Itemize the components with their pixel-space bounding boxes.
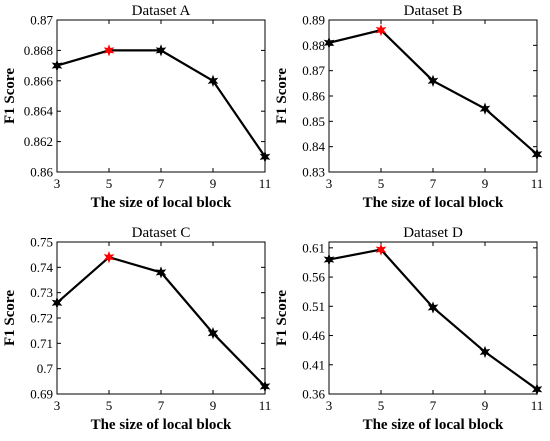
plot-frame (56, 241, 266, 395)
chart-panel-3: Dataset C 3 5 7 9 11 0.69 0.7 0.71 0.72 0.73 0.74 0.… (2, 225, 271, 433)
plot-frame (328, 241, 538, 395)
data-point-best (103, 44, 115, 57)
y-tick-label: 0.75 (30, 235, 53, 250)
data-point (155, 44, 167, 57)
data-point (207, 74, 219, 87)
y-tick-label: 0.862 (24, 134, 53, 149)
x-tick-label: 7 (158, 398, 165, 413)
chart-panel-1: Dataset A 3 5 7 9 11 0.86 0.862 0.864 0.866 0.868 0… (2, 3, 271, 211)
data-point-best (375, 243, 387, 256)
x-axis-label: The size of local block (363, 195, 504, 211)
data-point-best (103, 251, 115, 264)
y-tick-label: 0.71 (30, 336, 53, 351)
x-tick-label: 11 (531, 176, 544, 191)
chart-panel-2: Dataset B 3 5 7 9 11 0.83 0.84 0.85 0.86 0.87 0.88 0… (274, 3, 543, 211)
x-tick-label: 9 (482, 398, 489, 413)
x-tick-label: 9 (210, 398, 217, 413)
x-tick-label: 5 (378, 398, 385, 413)
y-tick-label: 0.7 (37, 361, 54, 376)
chart-title: Dataset D (403, 225, 463, 241)
data-point (427, 301, 439, 314)
y-tick-label: 0.46 (302, 328, 325, 343)
y-tick-label: 0.864 (24, 104, 54, 119)
x-tick-label: 11 (259, 398, 272, 413)
data-point (207, 327, 219, 340)
data-point (51, 59, 63, 72)
data-point (479, 345, 491, 359)
y-axis-label: F1 Score (274, 290, 290, 346)
plot-frame (56, 19, 266, 173)
y-tick-label: 0.61 (302, 240, 325, 255)
x-tick-label: 11 (259, 176, 272, 191)
x-axis-label: The size of local block (91, 417, 232, 433)
x-tick-label: 7 (158, 176, 165, 191)
y-axis-label: F1 Score (2, 290, 18, 346)
data-point (259, 380, 271, 393)
y-tick-label: 0.87 (30, 13, 53, 28)
data-point (323, 253, 335, 266)
data-point (323, 36, 335, 49)
x-tick-label: 3 (54, 398, 61, 413)
chart-title: Dataset A (132, 3, 191, 19)
data-point (427, 74, 439, 87)
y-tick-label: 0.84 (302, 139, 325, 154)
y-tick-label: 0.86 (30, 165, 53, 180)
x-tick-label: 7 (430, 398, 437, 413)
data-point (51, 296, 63, 309)
series-line (56, 49, 266, 158)
x-axis-label: The size of local block (363, 417, 504, 433)
chart-title: Dataset C (132, 225, 191, 241)
y-tick-label: 0.74 (30, 260, 53, 275)
y-tick-label: 0.56 (302, 270, 325, 285)
x-tick-label: 5 (106, 398, 113, 413)
y-tick-label: 0.87 (302, 63, 325, 78)
x-tick-label: 9 (482, 176, 489, 191)
x-tick-label: 5 (378, 176, 385, 191)
x-tick-label: 11 (531, 398, 544, 413)
data-point (259, 150, 271, 163)
y-tick-label: 0.85 (302, 114, 325, 129)
y-tick-label: 0.36 (302, 387, 325, 402)
x-tick-label: 3 (326, 398, 333, 413)
y-tick-label: 0.83 (302, 165, 325, 180)
y-tick-label: 0.72 (30, 311, 53, 326)
x-axis-label: The size of local block (91, 195, 232, 211)
data-point (479, 102, 491, 115)
data-point (155, 266, 167, 279)
x-tick-label: 9 (210, 176, 217, 191)
chart-panel-4: Dataset D 3 5 7 9 11 0.36 0.41 0.46 0.51 0.56 0.61 T… (274, 225, 543, 433)
y-tick-label: 0.51 (302, 299, 325, 314)
y-tick-label: 0.88 (302, 38, 325, 53)
y-tick-label: 0.868 (24, 43, 53, 58)
x-tick-label: 3 (54, 176, 61, 191)
y-axis-label: F1 Score (2, 68, 18, 124)
series-line (328, 248, 538, 391)
plot-frame (328, 19, 538, 173)
data-point (531, 148, 543, 161)
y-tick-label: 0.73 (30, 285, 53, 300)
data-point (531, 383, 543, 396)
y-tick-label: 0.69 (30, 387, 53, 402)
y-tick-label: 0.41 (302, 357, 325, 372)
y-tick-label: 0.866 (24, 73, 54, 88)
y-tick-label: 0.89 (302, 13, 325, 28)
chart-title: Dataset B (404, 3, 463, 19)
y-axis-label: F1 Score (274, 68, 290, 124)
x-tick-label: 5 (106, 176, 113, 191)
x-tick-label: 7 (430, 176, 437, 191)
series-line (328, 28, 538, 156)
x-tick-label: 3 (326, 176, 333, 191)
data-point-best (375, 23, 387, 37)
y-tick-label: 0.86 (302, 89, 325, 104)
